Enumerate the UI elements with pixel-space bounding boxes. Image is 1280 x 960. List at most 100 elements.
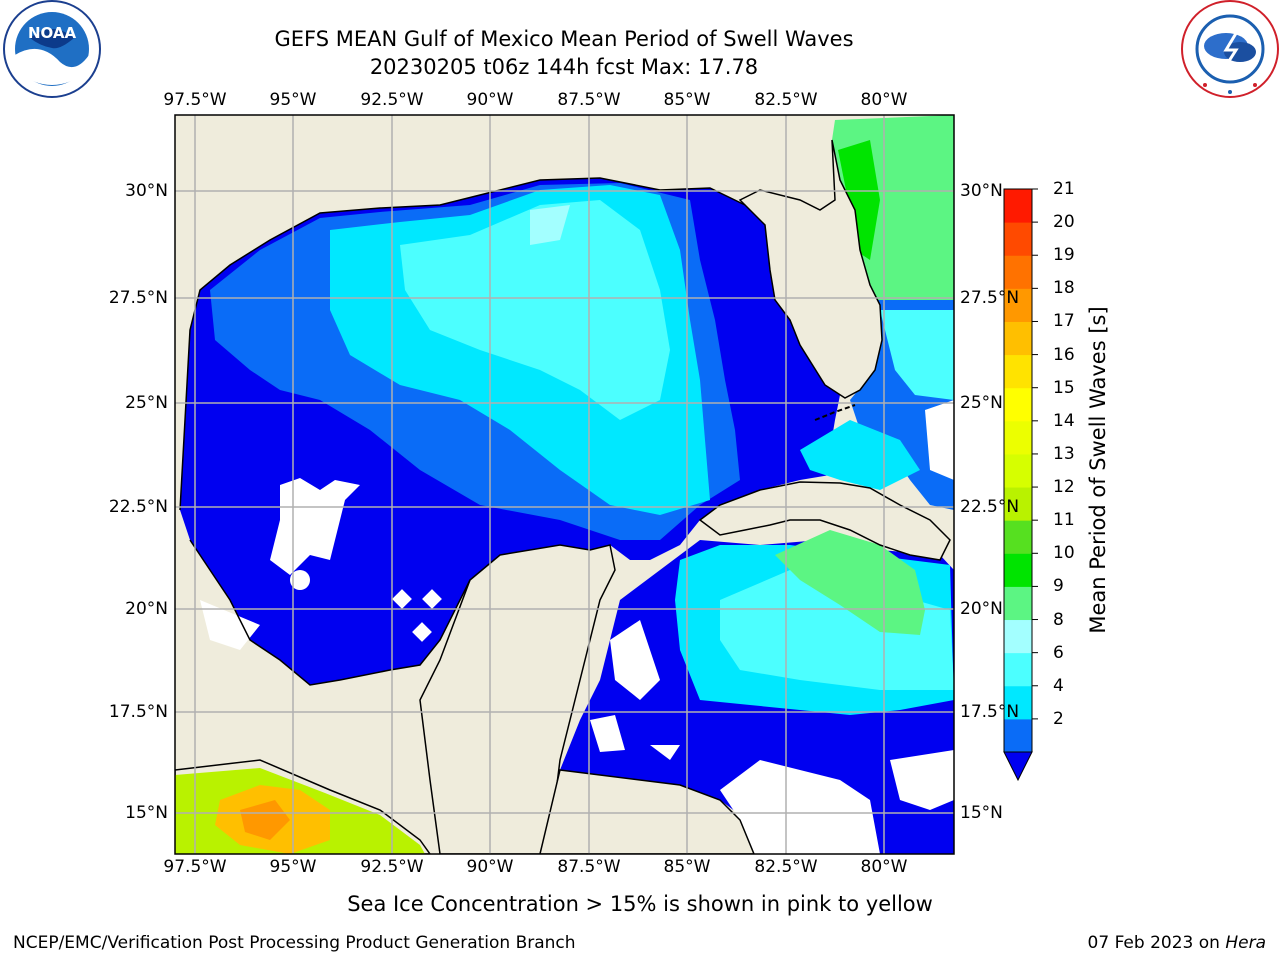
- colorbar-segment: [1004, 222, 1032, 256]
- lat-label-left: 30°N: [125, 181, 168, 201]
- no-data-patch: [720, 760, 880, 854]
- colorbar-tick-label: 10: [1053, 543, 1075, 564]
- colorbar-tick-label: 14: [1053, 410, 1075, 431]
- lat-label-right: 20°N: [960, 599, 1003, 619]
- lat-label-left: 25°N: [125, 393, 168, 413]
- colorbar-tick-label: 12: [1053, 477, 1075, 498]
- mexico-west-coast: [189, 539, 471, 686]
- florida-land: [738, 139, 883, 399]
- colorbar-segment: [1004, 586, 1032, 621]
- map-frame: [174, 114, 955, 855]
- colorbar-label: Mean Period of Swell Waves [s]: [1086, 306, 1110, 634]
- lon-label-top: 95°W: [269, 90, 317, 110]
- lat-label-left: 22.5°N: [108, 497, 168, 517]
- lat-label-right: 22.5°N: [960, 497, 1020, 517]
- noaa-logo-text: NOAA: [28, 24, 77, 42]
- colorbar-tick-label: 21: [1053, 179, 1075, 199]
- gulf-water-pale-patch: [530, 205, 570, 245]
- colorbar-tick-label: 18: [1053, 278, 1075, 299]
- colorbar-segment: [1004, 420, 1032, 455]
- colorbar-tick-label: 8: [1053, 609, 1064, 630]
- no-data-patch: [650, 745, 680, 760]
- us-gulf-coast: [179, 177, 746, 511]
- colorbar-segment: [1004, 387, 1032, 422]
- lon-label-bottom: 95°W: [269, 857, 317, 877]
- footer-host: Hera: [1225, 933, 1266, 953]
- colorbar-tick-label: 17: [1053, 311, 1075, 332]
- lon-label-bottom: 82.5°W: [754, 857, 818, 877]
- colorbar-tick-label: 20: [1053, 212, 1075, 233]
- colorbar-segment: [1004, 189, 1032, 223]
- colorbar-tick-label: 19: [1053, 245, 1075, 266]
- colorbar-tick-label: 2: [1053, 708, 1064, 729]
- noaa-logo: NOAA: [3, 0, 101, 98]
- colorbar-segment: [1004, 520, 1032, 554]
- footer-date-text: 07 Feb 2023 on: [1087, 933, 1226, 953]
- no-data-patch: [290, 570, 310, 590]
- lon-label-top: 82.5°W: [754, 90, 818, 110]
- colorbar-extend-triangle: [1003, 751, 1033, 782]
- no-data-patch: [392, 589, 412, 609]
- graticule: [175, 115, 954, 854]
- lon-label-bottom: 80°W: [860, 857, 908, 877]
- lat-label-right: 30°N: [960, 181, 1003, 201]
- lat-label-right: 25°N: [960, 393, 1003, 413]
- lon-label-bottom: 97.5°W: [163, 857, 227, 877]
- colorbar: [1003, 188, 1038, 782]
- colorbar-segment: [1004, 487, 1032, 521]
- lat-label-left: 15°N: [125, 803, 168, 823]
- colorbar-frame: [1003, 188, 1033, 753]
- yucatan-land: [419, 544, 616, 854]
- colorbar-segment: [1004, 718, 1032, 753]
- atlantic-green-patch: [838, 140, 880, 260]
- lon-label-bottom: 92.5°W: [360, 857, 424, 877]
- colorbar-segment: [1004, 652, 1032, 687]
- no-data-patch: [412, 622, 432, 642]
- lon-label-top: 85°W: [663, 90, 711, 110]
- lon-label-bottom: 90°W: [466, 857, 514, 877]
- colorbar-segment: [1004, 553, 1032, 587]
- colorbar-segment: [1004, 288, 1032, 322]
- lat-label-right: 17.5°N: [960, 702, 1020, 722]
- pacific-swell-darkorange: [240, 800, 290, 840]
- lat-label-left: 20°N: [125, 599, 168, 619]
- sea-ice-note: Sea Ice Concentration > 15% is shown in …: [347, 892, 933, 916]
- no-data-patch: [200, 600, 260, 650]
- lat-label-left: 17.5°N: [108, 702, 168, 722]
- no-data-patch: [925, 400, 954, 480]
- straits-cyan: [800, 420, 920, 490]
- national-weather-service-logo: [1181, 0, 1279, 98]
- honduras-land: [539, 769, 755, 854]
- colorbar-tick-label: 6: [1053, 642, 1064, 663]
- colorbar-segment: [1004, 354, 1032, 389]
- colorbar-tick-label: 4: [1053, 675, 1064, 696]
- footer-credit: NCEP/EMC/Verification Post Processing Pr…: [13, 933, 576, 953]
- no-data-patch: [590, 715, 625, 752]
- lon-label-bottom: 85°W: [663, 857, 711, 877]
- colorbar-segment: [1004, 321, 1032, 356]
- chart-title: GEFS MEAN Gulf of Mexico Mean Period of …: [274, 27, 854, 51]
- no-data-patch: [610, 620, 660, 700]
- lon-label-top: 90°W: [466, 90, 514, 110]
- colorbar-tick-label: 11: [1053, 510, 1075, 531]
- colorbar-tick-label: 15: [1053, 377, 1075, 398]
- lon-label-top: 97.5°W: [163, 90, 227, 110]
- chart-subtitle: 20230205 t06z 144h fcst Max: 17.78: [369, 55, 759, 79]
- colorbar-tick-label: 13: [1053, 443, 1075, 464]
- footer-date: 07 Feb 2023 on Hera: [1088, 933, 1266, 953]
- lat-label-right: 27.5°N: [960, 288, 1020, 308]
- lon-label-top: 87.5°W: [557, 90, 621, 110]
- colorbar-segment: [1004, 255, 1032, 289]
- florida-keys: [814, 404, 856, 421]
- colorbar-segment: [1004, 619, 1032, 654]
- lon-label-top: 80°W: [860, 90, 908, 110]
- lat-label-left: 27.5°N: [108, 288, 168, 308]
- lon-label-top: 92.5°W: [360, 90, 424, 110]
- colorbar-tick-label: 9: [1053, 576, 1064, 597]
- colorbar-segment: [1004, 685, 1032, 720]
- lat-label-right: 15°N: [960, 803, 1003, 823]
- no-data-patch: [422, 589, 442, 609]
- colorbar-segment: [1004, 453, 1032, 488]
- bahamas-cyan: [880, 310, 954, 400]
